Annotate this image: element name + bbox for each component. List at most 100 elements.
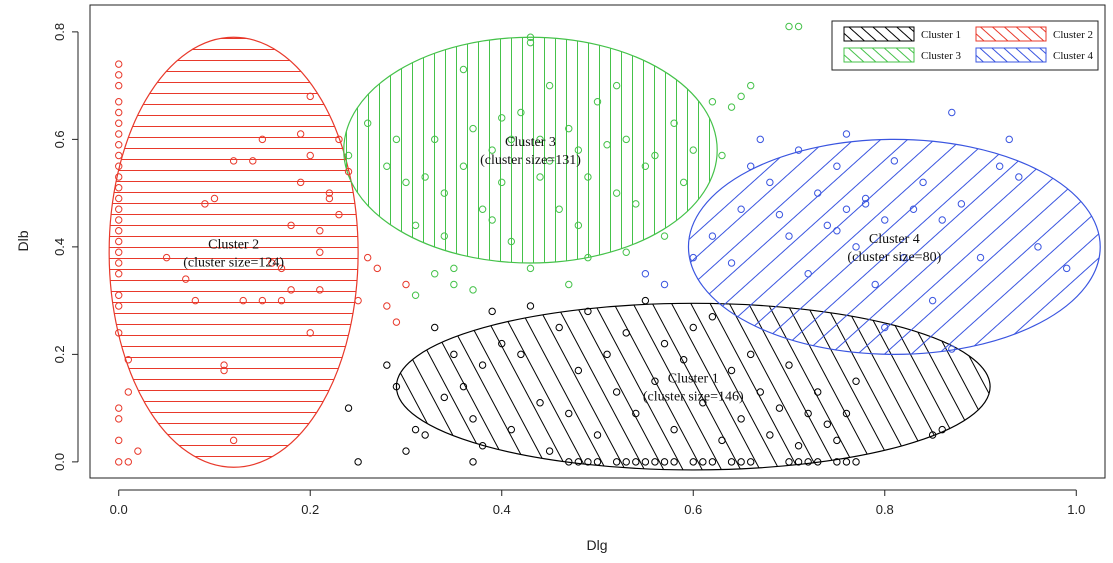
cluster-2-point bbox=[115, 270, 123, 278]
cluster-3-point bbox=[727, 103, 736, 111]
cluster-1-point bbox=[689, 323, 697, 332]
cluster-1-point bbox=[814, 458, 822, 466]
cluster-2-point bbox=[162, 253, 171, 262]
cluster-1-point bbox=[344, 404, 353, 412]
cluster-2-point bbox=[306, 329, 314, 337]
cluster-2-point bbox=[363, 253, 372, 262]
cluster-2-point bbox=[115, 227, 123, 235]
cluster-1-point bbox=[747, 350, 755, 359]
cluster-4-point bbox=[660, 280, 669, 289]
cluster-1-point bbox=[814, 388, 822, 396]
cluster-2-point bbox=[325, 189, 334, 197]
cluster-2-point bbox=[201, 200, 209, 208]
cluster-1-point bbox=[354, 458, 362, 466]
cluster-3-point bbox=[584, 253, 592, 262]
cluster-3-point bbox=[593, 98, 602, 106]
cluster-2-point bbox=[344, 167, 353, 176]
cluster-3-point bbox=[565, 124, 573, 133]
cluster-1-point bbox=[756, 388, 764, 396]
cluster-4-point bbox=[919, 178, 927, 187]
cluster-2-point bbox=[229, 157, 238, 165]
cluster-2-point bbox=[210, 194, 219, 203]
cluster-2-point bbox=[354, 296, 362, 305]
cluster-1-point bbox=[660, 458, 669, 466]
x-axis-title: Dlg bbox=[586, 537, 607, 553]
cluster-1-point bbox=[574, 366, 583, 375]
cluster-1-point bbox=[574, 458, 583, 466]
cluster-4-point bbox=[881, 216, 889, 224]
cluster-1-point bbox=[440, 393, 448, 402]
cluster-3-point bbox=[383, 162, 391, 170]
cluster-2-point bbox=[392, 318, 401, 326]
cluster-4-point bbox=[737, 205, 745, 213]
cluster-2-point bbox=[335, 135, 343, 144]
cluster-2-size-label: (cluster size=124) bbox=[183, 255, 284, 270]
cluster-4-point bbox=[823, 221, 832, 230]
cluster-3-point bbox=[507, 135, 516, 144]
cluster-2-point bbox=[258, 296, 267, 305]
cluster-1-point bbox=[852, 458, 860, 466]
cluster-1-point bbox=[785, 361, 793, 369]
cluster-2-point bbox=[306, 151, 314, 160]
x-tick-label: 0.6 bbox=[684, 502, 702, 517]
cluster-3-point bbox=[622, 248, 630, 256]
cluster-1-point bbox=[459, 382, 468, 391]
cluster-1-point bbox=[708, 458, 717, 466]
cluster-3-point bbox=[440, 232, 448, 240]
cluster-2-point bbox=[115, 141, 123, 149]
y-tick-label: 0.2 bbox=[52, 345, 67, 363]
x-tick-label: 0.4 bbox=[493, 502, 511, 517]
cluster-1-point bbox=[737, 415, 745, 423]
cluster-1-point bbox=[526, 302, 535, 310]
cluster-4-point bbox=[794, 146, 803, 154]
cluster-2-point bbox=[296, 178, 305, 187]
cluster-4-point bbox=[804, 270, 812, 278]
cluster-2-point bbox=[124, 458, 133, 466]
cluster-1-point bbox=[478, 442, 487, 450]
cluster-4-point bbox=[1062, 264, 1071, 273]
cluster-4-ellipse bbox=[687, 138, 1101, 355]
cluster-1-point bbox=[641, 458, 650, 466]
cluster-3-point bbox=[536, 173, 544, 181]
cluster-1-point bbox=[450, 350, 458, 359]
cluster-1-point bbox=[699, 458, 707, 466]
cluster-2-point bbox=[115, 436, 123, 445]
cluster-1-point bbox=[421, 431, 429, 439]
cluster-2-point bbox=[115, 184, 123, 192]
cluster-1-point bbox=[689, 458, 697, 466]
cluster-2-point bbox=[373, 264, 381, 273]
cluster-1-point bbox=[928, 431, 937, 439]
cluster-1-point bbox=[766, 431, 774, 439]
cluster-3-point bbox=[469, 124, 477, 133]
cluster-3-point bbox=[794, 22, 803, 31]
x-tick-label: 0.2 bbox=[301, 502, 319, 517]
cluster-1-point bbox=[833, 436, 841, 445]
cluster-1-point bbox=[565, 409, 573, 418]
cluster-2-point bbox=[115, 60, 123, 68]
cluster-1-point bbox=[622, 458, 630, 466]
cluster-3-point bbox=[450, 264, 458, 273]
cluster-1-point bbox=[833, 458, 841, 466]
cluster-3-point bbox=[545, 81, 554, 90]
cluster-3-point bbox=[363, 119, 372, 127]
cluster-3-point bbox=[469, 286, 477, 294]
cluster-1-point bbox=[651, 377, 659, 385]
cluster-1-point bbox=[622, 329, 630, 337]
cluster-2-point bbox=[182, 275, 190, 283]
cluster-1-legend-label: Cluster 1 bbox=[921, 29, 961, 41]
cluster-3-point bbox=[565, 280, 573, 289]
cluster-1-label: Cluster 1 bbox=[668, 372, 719, 387]
cluster-3-point bbox=[584, 173, 592, 181]
cluster-1-point bbox=[545, 447, 554, 455]
cluster-1-point bbox=[383, 361, 391, 369]
cluster-1-point bbox=[402, 447, 410, 455]
cluster-3-point bbox=[574, 146, 583, 154]
cluster-3-point bbox=[507, 237, 516, 246]
cluster-2-point bbox=[115, 108, 123, 117]
cluster-3-point bbox=[459, 65, 468, 74]
cluster-4-point bbox=[861, 200, 870, 208]
cluster-4-point bbox=[909, 205, 918, 213]
cluster-4-point bbox=[842, 205, 851, 213]
cluster-1-point bbox=[775, 404, 784, 412]
